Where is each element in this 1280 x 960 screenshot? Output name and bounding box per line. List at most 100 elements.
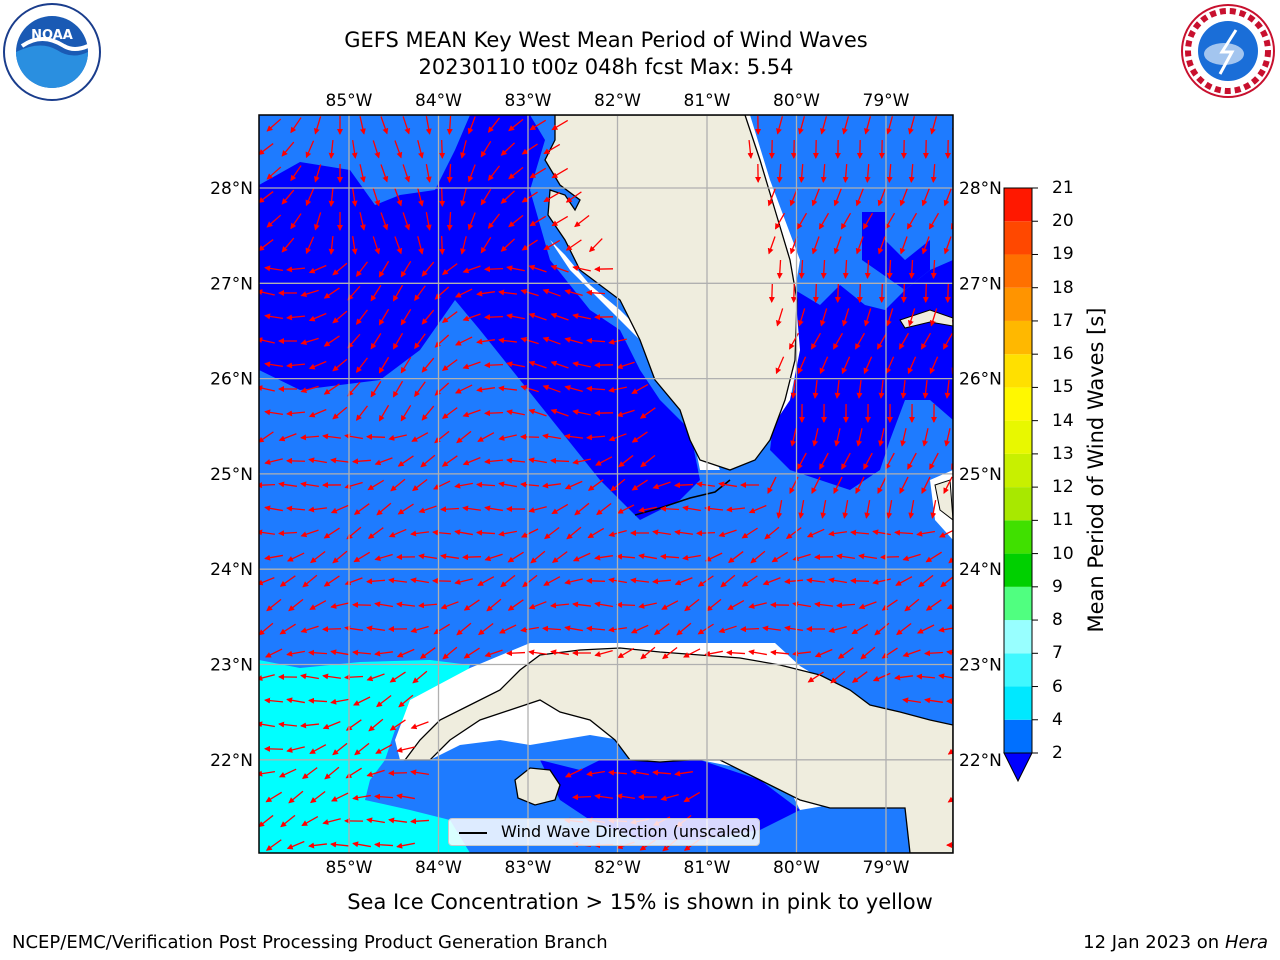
wind-wave-arrow <box>410 818 430 825</box>
wind-wave-arrow <box>411 432 429 442</box>
wind-wave-arrow <box>727 600 745 610</box>
wind-wave-arrow <box>280 814 296 828</box>
wind-wave-arrow <box>564 625 583 632</box>
wind-wave-arrow <box>433 480 451 490</box>
wind-wave-arrow <box>929 452 939 470</box>
wind-wave-arrow <box>682 554 701 561</box>
wind-wave-arrow <box>878 379 885 399</box>
wind-wave-arrow <box>412 670 428 684</box>
svg-text:NOAA: NOAA <box>31 28 73 43</box>
wind-wave-arrow <box>884 212 896 230</box>
wind-wave-arrow <box>300 625 319 634</box>
wind-wave-arrow <box>929 356 939 375</box>
lon-tick-label-bottom: 79°W <box>863 858 910 878</box>
wind-wave-arrow <box>899 188 908 207</box>
wind-wave-arrow <box>640 646 656 660</box>
lon-tick-label-top: 82°W <box>594 91 641 111</box>
wind-wave-arrow <box>498 624 517 634</box>
wind-wave-arrow <box>460 236 467 255</box>
wind-wave-arrow <box>587 479 604 491</box>
wind-wave-arrow <box>551 551 568 563</box>
wind-wave-arrow <box>810 332 822 350</box>
footer-producer: NCEP/EMC/Verification Post Processing Pr… <box>12 932 608 953</box>
wind-wave-arrow <box>476 529 496 536</box>
wind-wave-arrow <box>441 263 458 275</box>
wind-wave-arrow <box>259 385 275 392</box>
wind-wave-arrow <box>900 379 907 399</box>
wind-wave-arrow <box>265 839 282 851</box>
wind-wave-arrow <box>300 289 319 298</box>
wind-wave-arrow <box>896 622 912 636</box>
wind-wave-arrow <box>279 623 296 635</box>
wind-wave-arrow <box>572 265 591 272</box>
wind-wave-arrow <box>392 332 404 350</box>
wind-wave-arrow <box>542 336 561 345</box>
wind-wave-arrow <box>500 190 516 204</box>
wind-wave-arrow <box>528 360 547 369</box>
wind-wave-arrow <box>278 768 297 778</box>
wind-wave-arrow <box>353 696 371 706</box>
footer-date: 12 Jan 2023 on Hera <box>1083 932 1268 953</box>
wind-wave-arrow <box>332 262 348 276</box>
wind-wave-arrow <box>790 283 797 303</box>
wind-wave-arrow <box>305 140 315 159</box>
wind-wave-arrow <box>462 361 481 370</box>
wind-wave-arrow <box>264 697 284 704</box>
wind-wave-arrow <box>259 191 274 204</box>
wind-wave-arrow <box>281 189 295 205</box>
wind-wave-arrow <box>300 722 320 729</box>
wind-wave-arrow <box>288 790 304 804</box>
wind-wave-arrow <box>366 433 386 440</box>
wind-wave-arrow <box>566 526 582 540</box>
wind-wave-arrow <box>462 505 482 512</box>
national-weather-service-logo <box>1181 4 1275 98</box>
wind-wave-arrow <box>885 452 895 470</box>
wind-wave-arrow <box>924 697 943 704</box>
wind-wave-arrow <box>378 260 390 278</box>
wind-wave-arrow <box>300 673 319 680</box>
wind-wave-arrow <box>819 356 829 375</box>
wind-wave-arrow <box>572 313 591 320</box>
wind-wave-arrow <box>286 697 305 704</box>
wind-wave-arrow <box>322 626 342 633</box>
wind-wave-arrow <box>330 457 350 464</box>
wind-wave-arrow <box>396 601 416 608</box>
wind-wave-direction-arrows <box>259 115 953 852</box>
wind-wave-arrow <box>741 527 758 539</box>
wind-wave-arrow <box>683 648 701 658</box>
wind-wave-arrow <box>324 766 340 780</box>
wind-wave-arrow <box>918 574 934 588</box>
wind-wave-arrow <box>806 528 825 538</box>
wind-wave-arrow <box>814 601 834 608</box>
wind-wave-arrow <box>463 647 480 659</box>
wind-wave-arrow <box>652 769 672 776</box>
wind-wave-arrow <box>674 770 693 777</box>
wind-wave-arrow <box>400 404 412 422</box>
wind-wave-arrow <box>454 288 473 298</box>
colorbar-swatch <box>1004 520 1032 554</box>
wind-wave-arrow <box>944 379 951 399</box>
wind-wave-arrow <box>674 529 694 536</box>
wind-wave-arrow <box>586 434 606 441</box>
wind-wave-arrow <box>770 649 790 656</box>
wind-wave-arrow <box>631 384 649 394</box>
wind-wave-arrow <box>520 481 540 488</box>
wind-wave-arrow <box>440 601 459 610</box>
wind-wave-arrow <box>375 744 393 754</box>
wind-wave-arrow <box>507 599 524 611</box>
wind-wave-arrow <box>508 118 524 132</box>
wind-wave-arrow <box>828 577 847 584</box>
wind-wave-arrow <box>907 356 917 375</box>
wind-wave-arrow <box>616 793 635 800</box>
wind-wave-arrow <box>355 309 368 325</box>
colorbar-tick-label: 13 <box>1052 443 1074 464</box>
wind-wave-arrow <box>630 769 649 776</box>
wind-wave-arrow <box>520 336 539 345</box>
wind-wave-arrow <box>863 308 872 327</box>
wind-wave-arrow <box>359 116 366 135</box>
wind-wave-arrow <box>484 649 503 658</box>
wind-wave-arrow <box>631 431 648 443</box>
wind-wave-arrow <box>640 454 656 468</box>
wind-wave-arrow <box>630 624 649 634</box>
wind-wave-arrow <box>811 476 821 494</box>
